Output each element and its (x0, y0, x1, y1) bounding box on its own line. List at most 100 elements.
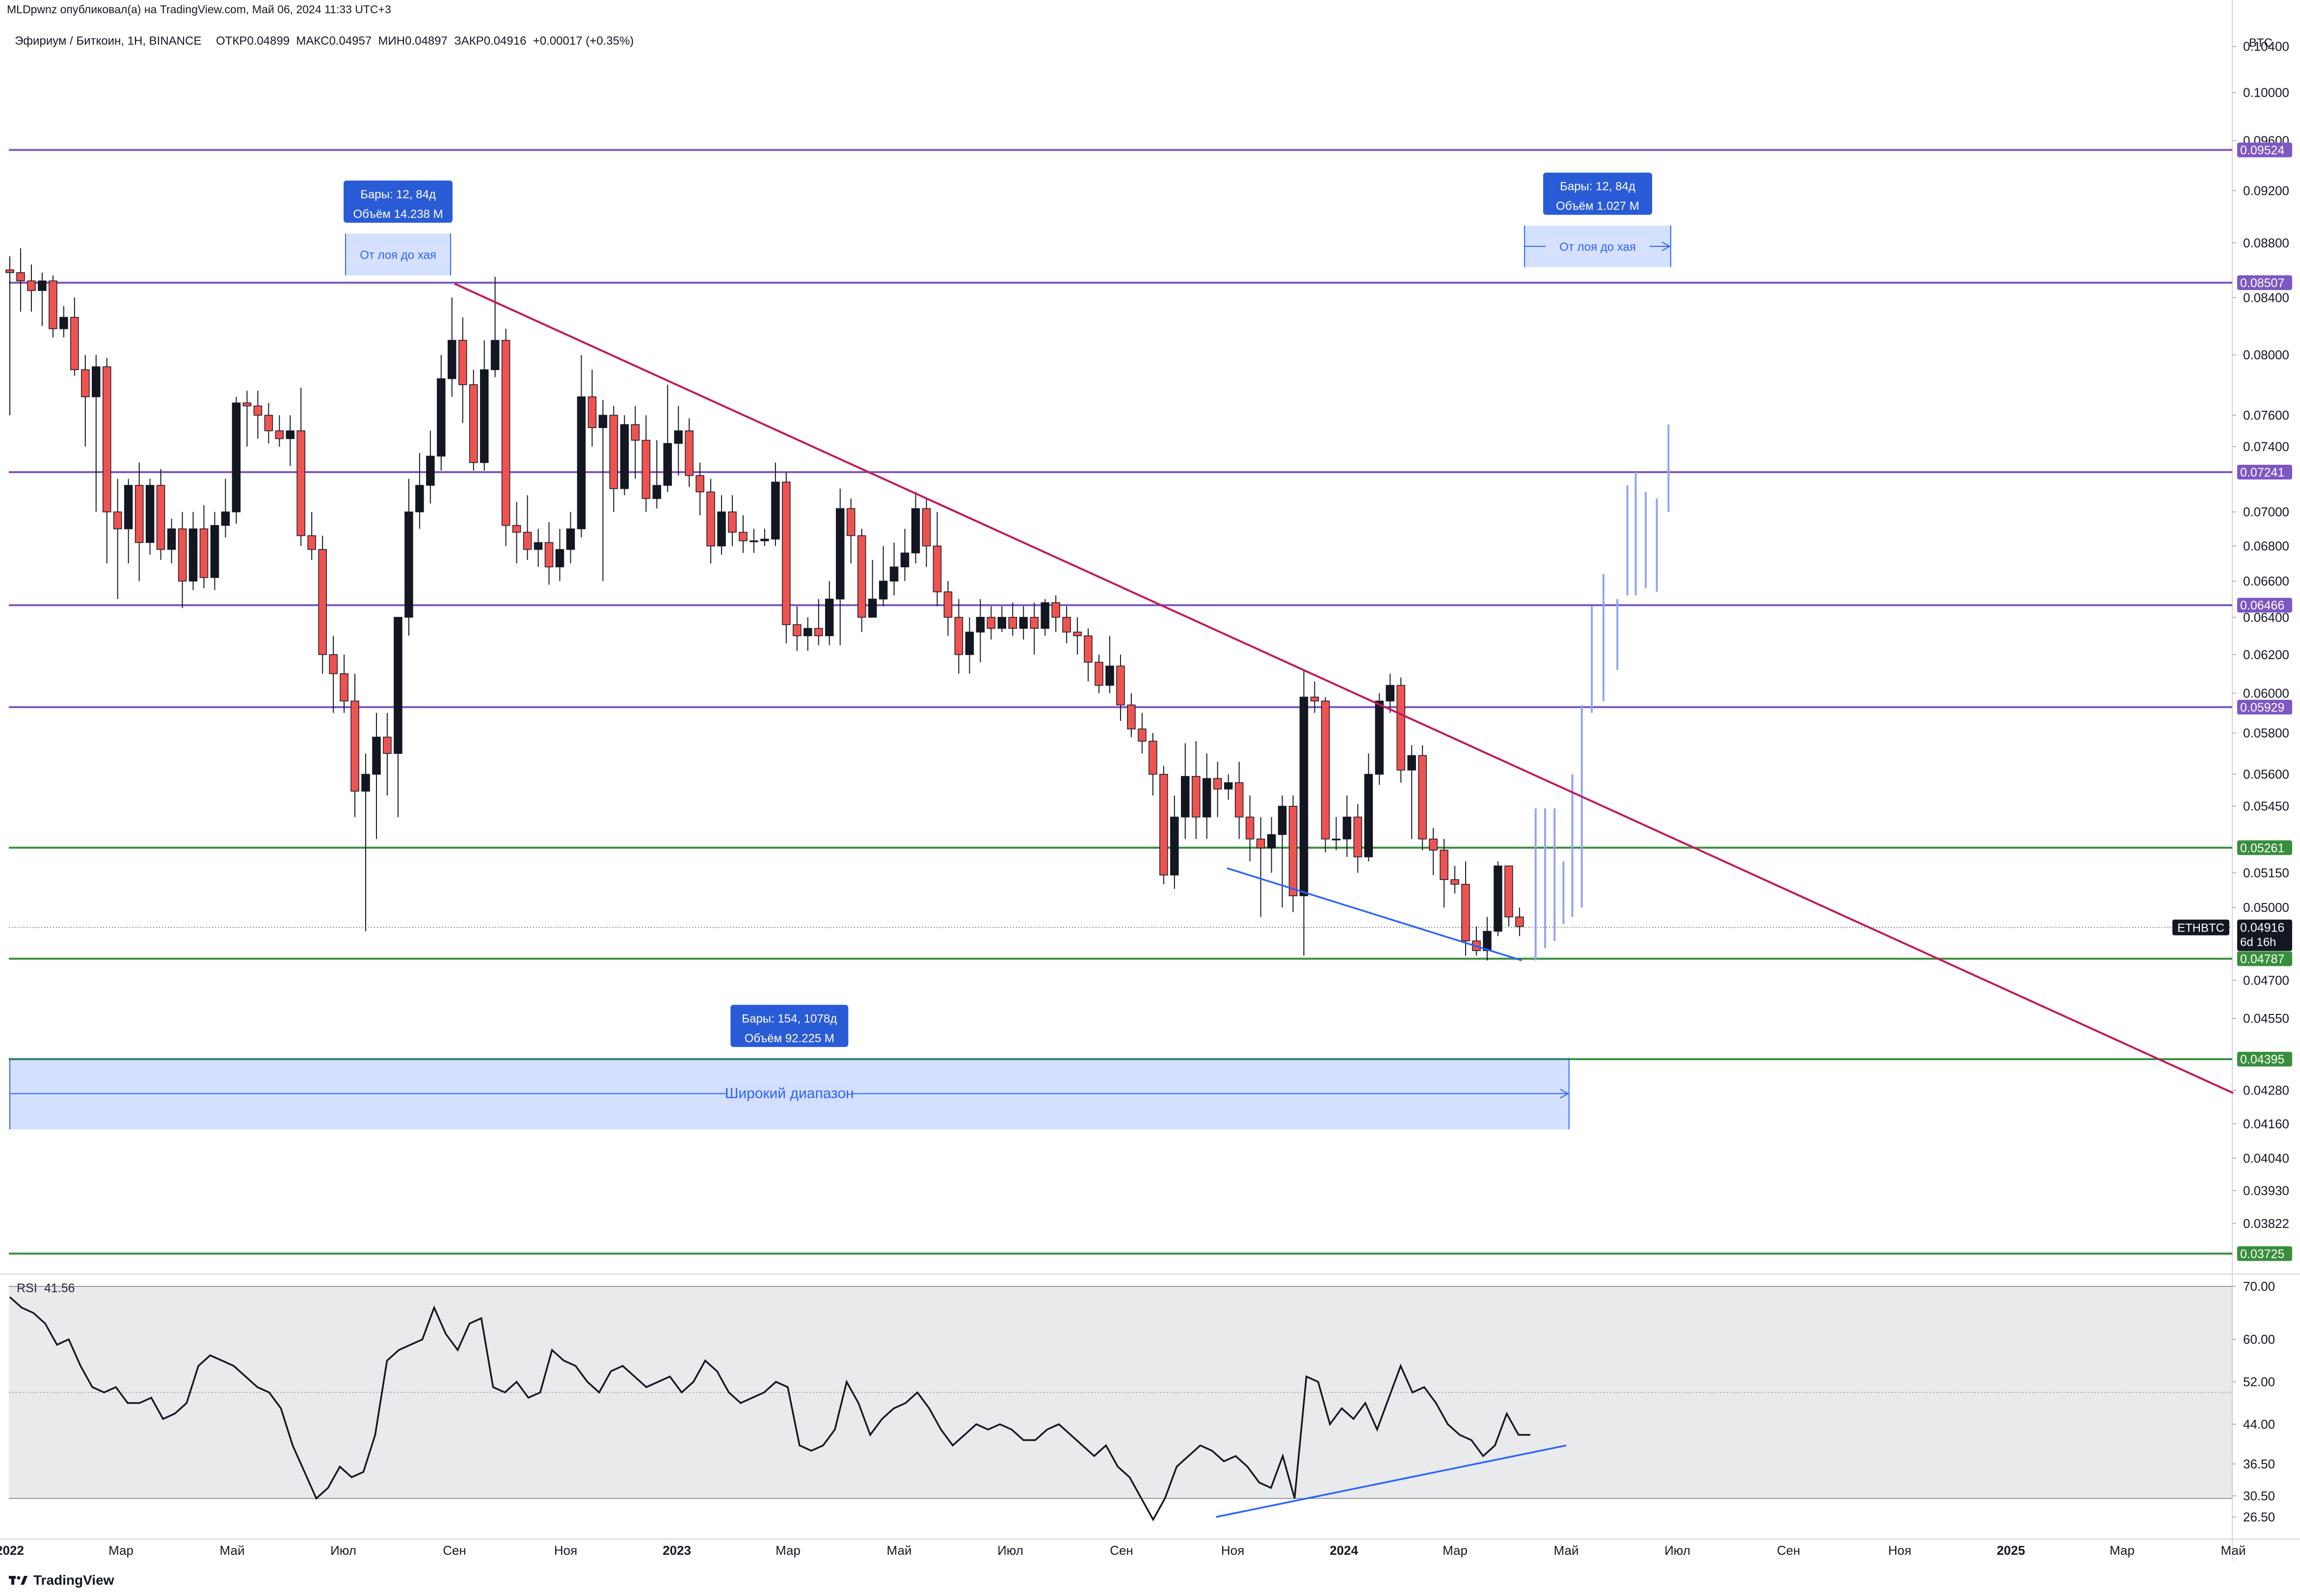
time-axis-label: 2025 (1997, 1543, 2025, 1558)
candle (1051, 595, 1060, 632)
candle-body-down (1245, 817, 1255, 840)
level-price-tag (2237, 464, 2292, 479)
candle-body-down (739, 532, 748, 541)
level-price-label: 0.06466 (2240, 599, 2284, 612)
symbol-tag-label: ETHBTC (2177, 922, 2224, 935)
candle (1127, 693, 1136, 737)
candle (1504, 865, 1513, 927)
candle-body-down (16, 272, 25, 282)
candle (1245, 795, 1255, 862)
candle (642, 415, 651, 512)
candle-body-up (1105, 665, 1114, 686)
candle (1008, 603, 1017, 636)
time-axis-label: Май (887, 1543, 912, 1558)
candle-body-up (372, 737, 381, 775)
candle (1515, 907, 1524, 936)
level-price-tag (2237, 1052, 2292, 1067)
candle-body-up (868, 598, 877, 618)
candle (1030, 603, 1039, 655)
candle (1364, 753, 1373, 862)
range-low-high-1-info-line: Бары: 12, 84д (360, 188, 436, 201)
candle (749, 529, 758, 553)
level-price-label: 0.09524 (2240, 143, 2284, 157)
price-tick-label: 0.03822 (2243, 1216, 2289, 1231)
candle (1299, 669, 1309, 956)
candle (857, 529, 866, 632)
candle-body-down (512, 525, 521, 533)
candle (1073, 617, 1082, 655)
candle (5, 256, 14, 416)
candle (1483, 917, 1492, 960)
candle-body-up (1364, 773, 1373, 857)
candle (1224, 774, 1233, 800)
last-price-tag (2237, 919, 2292, 951)
candle-body-up (448, 340, 456, 379)
candle-body-down (588, 396, 597, 428)
price-tick-label: 0.08400 (2243, 290, 2289, 305)
candle-body-up (1224, 782, 1233, 790)
candle-body-down (1138, 728, 1147, 742)
candle-body-down (113, 511, 122, 530)
candle (1181, 743, 1190, 839)
candle-body-down (1461, 883, 1470, 941)
candle-body-down (814, 628, 823, 637)
wide-range-text-bg (727, 1084, 852, 1104)
level-price-tag (2237, 142, 2292, 158)
candle-body-down (1159, 773, 1168, 876)
candle-body-up (1386, 685, 1394, 702)
candle-body-up (1299, 696, 1309, 897)
candle (253, 391, 263, 439)
symbol-line[interactable]: Эфириум / Биткоин, 1Н, BINANCE (15, 34, 202, 48)
header-publisher: MLDpwnz опубликовал(а) на TradingView.co… (7, 3, 391, 16)
rsi-line (9, 1296, 1530, 1522)
candle-body-down (1440, 850, 1448, 880)
candle (534, 529, 543, 567)
time-axis-label: Мар (108, 1543, 134, 1558)
candle (437, 355, 446, 471)
candle (1105, 636, 1114, 693)
price-tick-label: 0.08000 (2243, 347, 2289, 362)
candle-body-up (145, 485, 155, 543)
candle (134, 462, 144, 582)
candle-body-up (480, 369, 489, 463)
candle-body-down (1062, 617, 1071, 633)
candle (965, 617, 974, 674)
time-axis-label: Мар (2110, 1543, 2135, 1558)
candle (350, 673, 359, 817)
candle-body-down (685, 430, 694, 476)
time-axis-label: Июл (997, 1543, 1023, 1558)
candle (372, 713, 381, 839)
candle (178, 512, 187, 609)
candle (49, 275, 57, 338)
candle-body-up (167, 528, 176, 550)
candle-body-down (631, 424, 640, 441)
candle (1192, 741, 1201, 839)
price-tick-label: 0.07000 (2243, 505, 2289, 519)
candle (329, 636, 338, 713)
candle-body-up (38, 280, 47, 291)
price-tick-label: 0.08800 (2243, 236, 2289, 250)
candle (156, 469, 165, 560)
time-axis-label: Июл (1664, 1543, 1690, 1558)
rsi-tick-label: 70.00 (2243, 1279, 2275, 1294)
candle-body-up (825, 598, 834, 637)
level-price-tag (2237, 951, 2292, 966)
level-price-label: 0.04787 (2240, 952, 2284, 966)
candle (1440, 839, 1448, 908)
candle-body-down (642, 440, 651, 499)
candle-body-up (232, 402, 241, 512)
candle (1310, 681, 1319, 713)
price-tick-label: 0.06600 (2243, 574, 2289, 588)
price-tick-label: 0.07600 (2243, 408, 2289, 423)
candle (588, 370, 597, 447)
candle-body-down (728, 511, 737, 533)
candle-body-down (1116, 665, 1125, 706)
candle-body-up (879, 581, 888, 600)
candle-body-up (1041, 602, 1049, 629)
candle (1116, 654, 1125, 721)
currency-label[interactable]: BTC (2249, 36, 2273, 50)
candle (739, 515, 748, 553)
candle-body-down (1288, 805, 1298, 897)
rsi-tick-label: 26.50 (2243, 1510, 2275, 1524)
